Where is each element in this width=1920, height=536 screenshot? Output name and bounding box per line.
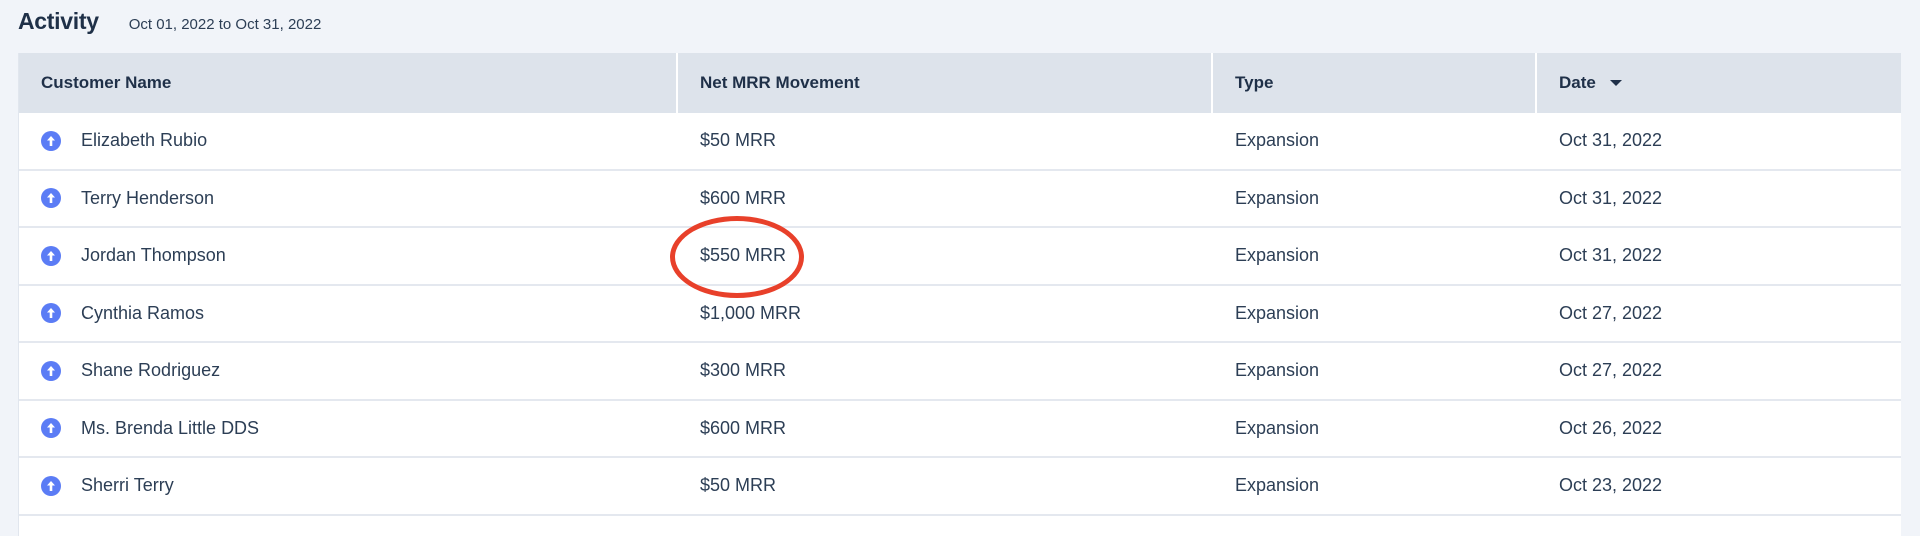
customer-name[interactable]: Cynthia Ramos bbox=[81, 302, 205, 323]
net-mrr-cell: $50 MRR bbox=[700, 130, 777, 151]
column-header-net-mrr[interactable]: Net MRR Movement bbox=[678, 53, 1213, 113]
net-mrr-cell: $600 MRR bbox=[700, 187, 787, 208]
table-header: Customer Name Net MRR Movement Type Date bbox=[19, 53, 1901, 113]
customer-name-cell: Terry Henderson bbox=[19, 188, 678, 209]
type-cell: Expansion bbox=[1235, 187, 1320, 208]
column-header-date[interactable]: Date bbox=[1537, 53, 1901, 113]
arrow-up-circle-icon bbox=[41, 130, 61, 151]
table-row[interactable]: Sherri Terry $50 MRR Expansion Oct 23, 2… bbox=[19, 458, 1901, 516]
customer-name-cell: Ms. Brenda Little DDS bbox=[19, 418, 678, 439]
arrow-up-circle-icon bbox=[41, 245, 61, 266]
customer-name[interactable]: Shane Rodriguez bbox=[81, 360, 221, 381]
table-row[interactable]: Jordan Thompson $550 MRR Expansion Oct 3… bbox=[19, 228, 1901, 286]
date-cell: Oct 27, 2022 bbox=[1559, 302, 1663, 323]
customer-name[interactable]: Jordan Thompson bbox=[81, 245, 226, 266]
customer-name[interactable]: Sherri Terry bbox=[81, 475, 174, 496]
date-cell: Oct 31, 2022 bbox=[1559, 187, 1663, 208]
activity-table: Customer Name Net MRR Movement Type Date… bbox=[18, 53, 1901, 536]
arrow-up-circle-icon bbox=[41, 188, 61, 209]
arrow-up-circle-icon bbox=[41, 303, 61, 324]
type-cell: Expansion bbox=[1235, 130, 1320, 151]
customer-name-cell: Cynthia Ramos bbox=[19, 303, 678, 324]
table-row[interactable]: Terry Henderson $600 MRR Expansion Oct 3… bbox=[19, 171, 1901, 228]
net-mrr-cell: $600 MRR bbox=[700, 417, 787, 438]
net-mrr-cell: $50 MRR bbox=[700, 475, 777, 496]
date-range: Oct 01, 2022 to Oct 31, 2022 bbox=[128, 16, 322, 33]
column-header-type[interactable]: Type bbox=[1213, 53, 1537, 113]
customer-name[interactable]: Elizabeth Rubio bbox=[81, 130, 208, 151]
table-row[interactable]: Ms. Brenda Little DDS $600 MRR Expansion… bbox=[19, 401, 1901, 458]
type-cell: Expansion bbox=[1235, 417, 1320, 438]
customer-name[interactable]: Ms. Brenda Little DDS bbox=[81, 417, 260, 438]
sort-caret-down-icon bbox=[1609, 80, 1622, 86]
type-cell: Expansion bbox=[1235, 302, 1320, 323]
date-cell: Oct 31, 2022 bbox=[1559, 130, 1663, 151]
table-body: Elizabeth Rubio $50 MRR Expansion Oct 31… bbox=[19, 113, 1901, 516]
column-header-customer-name[interactable]: Customer Name bbox=[19, 53, 678, 113]
table-row[interactable]: Elizabeth Rubio $50 MRR Expansion Oct 31… bbox=[19, 113, 1901, 171]
type-cell: Expansion bbox=[1235, 475, 1320, 496]
net-mrr-cell: $1,000 MRR bbox=[700, 302, 802, 323]
customer-name-cell: Shane Rodriguez bbox=[19, 360, 678, 381]
date-cell: Oct 23, 2022 bbox=[1559, 475, 1663, 496]
table-row-partial bbox=[19, 516, 1901, 536]
activity-header: Activity Oct 01, 2022 to Oct 31, 2022 bbox=[18, 8, 321, 44]
customer-name[interactable]: Terry Henderson bbox=[81, 187, 215, 208]
table-row[interactable]: Shane Rodriguez $300 MRR Expansion Oct 2… bbox=[19, 343, 1901, 401]
date-cell: Oct 27, 2022 bbox=[1559, 360, 1663, 381]
customer-name-cell: Elizabeth Rubio bbox=[19, 130, 678, 151]
arrow-up-circle-icon bbox=[41, 418, 61, 439]
type-cell: Expansion bbox=[1235, 360, 1320, 381]
customer-name-cell: Sherri Terry bbox=[19, 475, 678, 496]
type-cell: Expansion bbox=[1235, 245, 1320, 266]
net-mrr-cell: $300 MRR bbox=[700, 360, 787, 381]
column-header-date-label: Date bbox=[1559, 73, 1596, 92]
table-row[interactable]: Cynthia Ramos $1,000 MRR Expansion Oct 2… bbox=[19, 286, 1901, 343]
arrow-up-circle-icon bbox=[41, 360, 61, 381]
customer-name-cell: Jordan Thompson bbox=[19, 245, 678, 266]
date-cell: Oct 31, 2022 bbox=[1559, 245, 1663, 266]
date-cell: Oct 26, 2022 bbox=[1559, 417, 1663, 438]
net-mrr-cell: $550 MRR bbox=[700, 245, 787, 266]
page-title: Activity bbox=[18, 8, 99, 34]
arrow-up-circle-icon bbox=[41, 475, 61, 496]
